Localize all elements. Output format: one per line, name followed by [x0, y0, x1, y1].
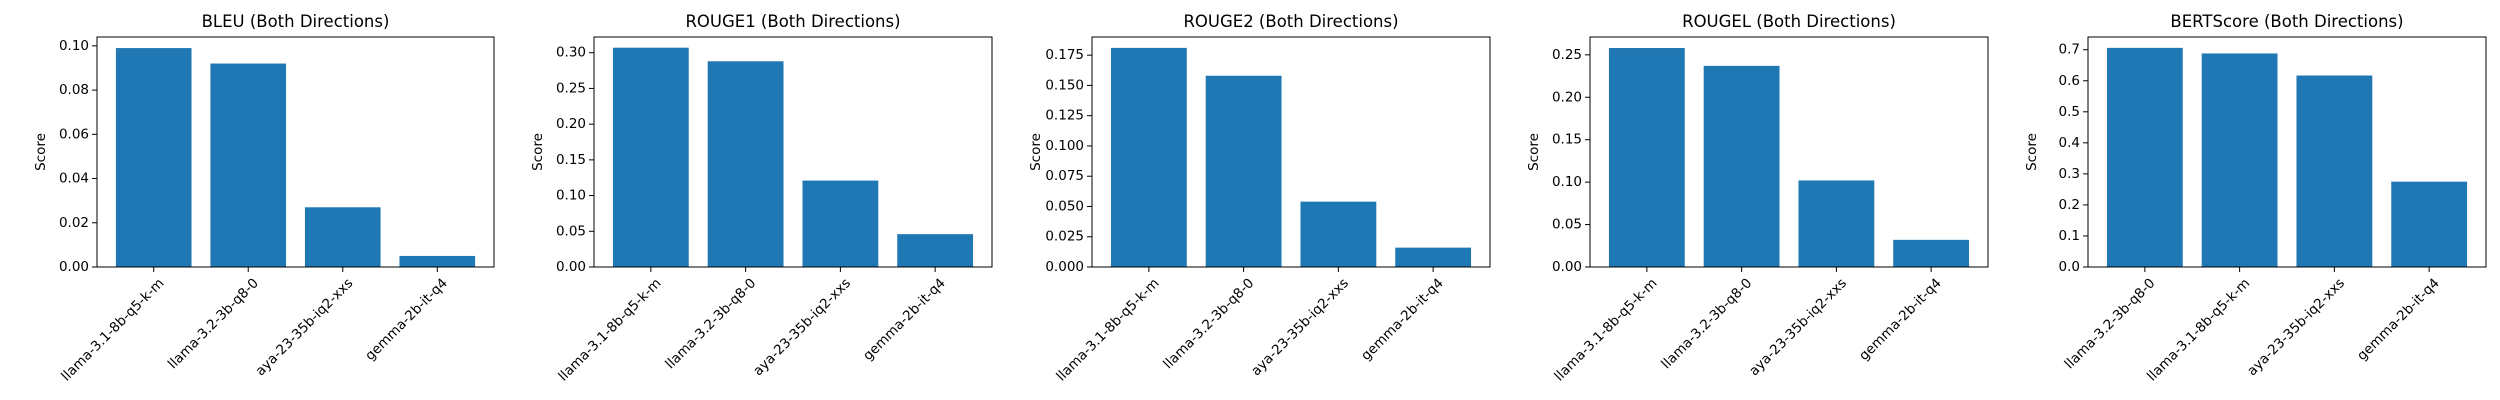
chart-panel-0: 0.00 0.02 0.04 0.06 0.08 0.10 llama-3.1-8b-q5-… [33, 12, 495, 384]
x-tick-label: llama-3.2-3b-q8-0 [2062, 275, 2159, 372]
x-tick-label: aya-23-35b-iq2-xxs [750, 275, 854, 379]
y-tick-label: 0.3 [2059, 166, 2080, 182]
x-tick-label: gemma-2b-it-q4 [1856, 275, 1945, 364]
chart-panel-4: 0.0 0.1 0.2 0.3 0.4 0.5 0.6 0.7 llama-3.2-3b-q8-… [2024, 12, 2487, 384]
chart-title: BLEU (Both Directions) [202, 12, 390, 31]
bar-0 [612, 47, 689, 268]
x-tick-label: gemma-2b-it-q4 [2354, 275, 2443, 364]
x-tick-label: llama-3.2-3b-q8-0 [165, 275, 262, 372]
bar-2 [2296, 75, 2373, 268]
chart-title: ROUGE1 (Both Directions) [685, 12, 900, 31]
bar-2 [304, 207, 381, 267]
bar-2 [1798, 180, 1875, 267]
x-tick-label: llama-3.1-8b-q5-k-m [1053, 275, 1162, 384]
x-tick-label: aya-23-35b-iq2-xxs [1746, 275, 1850, 379]
y-tick-label: 0.10 [1552, 174, 1582, 190]
y-tick-label: 0.20 [1552, 89, 1582, 105]
y-tick-label: 0.20 [556, 116, 586, 132]
y-axis-label: Score [1028, 133, 1044, 171]
x-tick-label: llama-3.1-8b-q5-k-m [58, 275, 167, 384]
axes-frame [593, 36, 993, 268]
y-tick-label: 0.100 [1045, 138, 1084, 154]
y-tick-label: 0.15 [1552, 132, 1582, 148]
y-tick-label: 0.06 [59, 126, 89, 142]
x-tick-label: llama-3.1-8b-q5-k-m [1551, 275, 1660, 384]
y-tick-label: 0.1 [2059, 228, 2080, 244]
y-tick-label: 0.30 [556, 45, 586, 61]
axes-frame [1589, 36, 1989, 268]
y-tick-label: 0.075 [1045, 168, 1084, 184]
y-tick-label: 0.05 [1552, 217, 1582, 233]
y-tick-label: 0.25 [556, 80, 586, 96]
bar-0 [1110, 47, 1187, 267]
x-tick-label: gemma-2b-it-q4 [1358, 275, 1447, 364]
y-tick-label: 0.0 [2059, 259, 2080, 275]
y-tick-label: 0.050 [1045, 198, 1084, 214]
y-axis-label: Score [2024, 133, 2040, 171]
bar-1 [1703, 65, 1780, 267]
y-tick-label: 0.10 [556, 188, 586, 204]
y-tick-label: 0.7 [2059, 42, 2080, 58]
chart-panel-2: 0.000 0.025 0.050 0.075 0.100 0.125 0.150 0.175… [1028, 12, 1491, 384]
x-tick-label: aya-23-35b-iq2-xxs [1248, 275, 1352, 379]
chart-panel-3: 0.00 0.05 0.10 0.15 0.20 0.25 llama-3.1-8b-q5-… [1526, 12, 1989, 384]
y-tick-label: 0.02 [59, 215, 89, 231]
bar-1 [210, 63, 287, 267]
chart-title: ROUGE2 (Both Directions) [1183, 12, 1398, 31]
x-tick-label: llama-3.2-3b-q8-0 [1658, 275, 1755, 372]
x-tick-label: gemma-2b-it-q4 [860, 275, 949, 364]
y-tick-label: 0.025 [1045, 229, 1084, 245]
bar-2 [802, 180, 879, 267]
x-tick-label: llama-3.2-3b-q8-0 [1160, 275, 1257, 372]
y-axis-label: Score [33, 133, 49, 171]
y-tick-label: 0.150 [1045, 77, 1084, 93]
bar-2 [1300, 201, 1377, 267]
y-tick-label: 0.6 [2059, 73, 2080, 89]
x-tick-label: llama-3.1-8b-q5-k-m [2144, 275, 2253, 384]
y-tick-label: 0.00 [556, 259, 586, 275]
y-tick-label: 0.4 [2059, 135, 2080, 151]
bar-0 [1608, 48, 1685, 267]
x-tick-label: gemma-2b-it-q4 [362, 275, 451, 364]
bar-3 [2391, 181, 2468, 267]
bar-3 [1893, 239, 1970, 267]
x-tick-label: aya-23-35b-iq2-xxs [2244, 275, 2348, 379]
axes-frame [2087, 36, 2487, 268]
y-axis-label: Score [530, 133, 546, 171]
y-tick-label: 0.2 [2059, 197, 2080, 213]
x-tick-label: llama-3.1-8b-q5-k-m [555, 275, 664, 384]
y-tick-label: 0.000 [1045, 259, 1084, 275]
y-tick-label: 0.05 [556, 223, 586, 239]
bar-3 [897, 234, 974, 267]
bar-0 [2106, 47, 2183, 267]
chart-title: BERTScore (Both Directions) [2170, 12, 2403, 31]
x-tick-label: llama-3.2-3b-q8-0 [662, 275, 759, 372]
chart-title: ROUGEL (Both Directions) [1682, 12, 1896, 31]
x-tick-label: aya-23-35b-iq2-xxs [253, 275, 357, 379]
bar-0 [115, 48, 192, 268]
bar-3 [1395, 247, 1472, 267]
bar-3 [399, 255, 476, 267]
y-axis-label: Score [1526, 133, 1542, 171]
y-tick-label: 0.00 [59, 259, 89, 275]
y-tick-label: 0.175 [1045, 47, 1084, 63]
y-tick-label: 0.10 [59, 38, 89, 54]
y-tick-label: 0.5 [2059, 104, 2080, 120]
y-tick-label: 0.125 [1045, 108, 1084, 124]
axes-frame [96, 36, 495, 268]
y-tick-label: 0.25 [1552, 47, 1582, 63]
bar-1 [2201, 53, 2278, 268]
y-tick-label: 0.04 [59, 171, 89, 187]
y-tick-label: 0.15 [556, 152, 586, 168]
bar-1 [1205, 75, 1282, 268]
y-tick-label: 0.00 [1552, 259, 1582, 275]
bar-1 [707, 61, 784, 267]
axes-frame [1091, 36, 1491, 268]
chart-panel-1: 0.00 0.05 0.10 0.15 0.20 0.25 0.30 llama-3.1-8b… [530, 12, 993, 384]
y-tick-label: 0.08 [59, 82, 89, 98]
